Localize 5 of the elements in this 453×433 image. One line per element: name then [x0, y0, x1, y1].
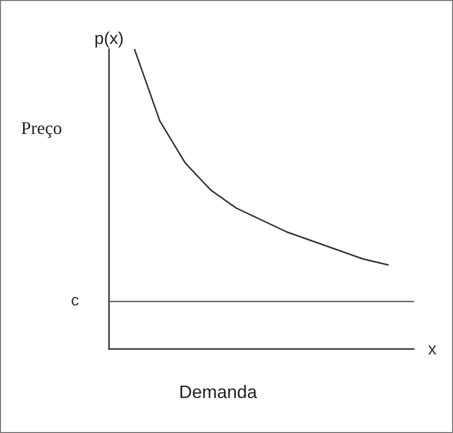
- text: p(x): [94, 29, 124, 48]
- y-axis-title: Preço: [21, 118, 62, 138]
- ref-line-label: c: [71, 292, 79, 310]
- text: x: [428, 340, 437, 358]
- x-axis-title: Demanda: [179, 382, 258, 402]
